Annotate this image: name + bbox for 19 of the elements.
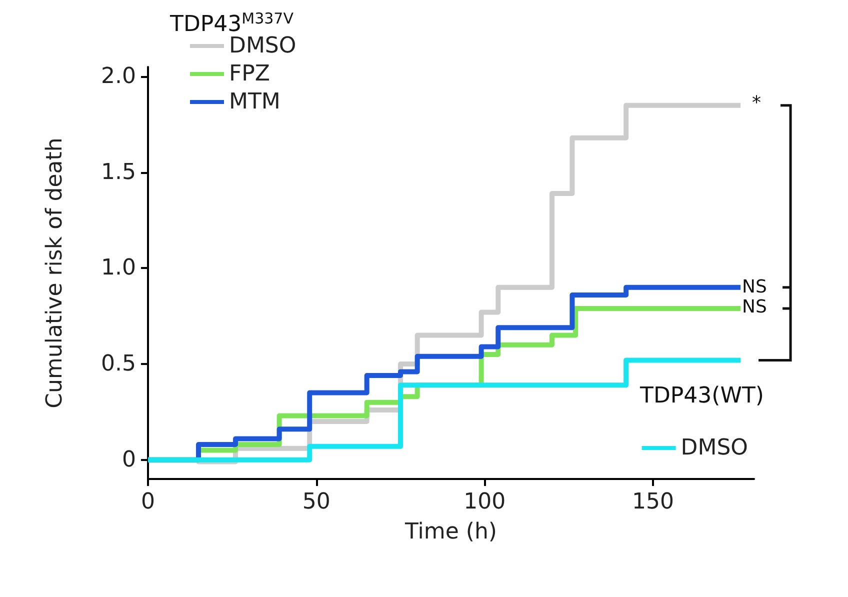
- x-tick-label: 100: [464, 490, 506, 514]
- x-tick-label: 0: [141, 490, 155, 514]
- annotation: NS: [742, 276, 767, 298]
- y-tick-label: 1.0: [101, 256, 136, 281]
- annotation: TDP43(WT): [639, 384, 764, 408]
- legend-label: MTM: [229, 90, 280, 114]
- legend-label: FPZ: [229, 62, 270, 86]
- x-tick-label: 50: [302, 490, 330, 514]
- annotation: NS: [742, 296, 767, 318]
- y-axis-title: Cumulative risk of death: [42, 138, 68, 408]
- y-tick-label: 0.5: [101, 352, 136, 377]
- legend-label: DMSO: [680, 436, 748, 460]
- y-tick-label: 0: [122, 447, 136, 472]
- x-axis-title: Time (h): [404, 520, 497, 544]
- x-tick-label: 150: [632, 490, 674, 514]
- y-tick-label: 2.0: [101, 64, 136, 90]
- y-tick-label: 1.5: [101, 160, 136, 185]
- annotation: *: [752, 92, 761, 114]
- legend-label: DMSO: [229, 34, 296, 58]
